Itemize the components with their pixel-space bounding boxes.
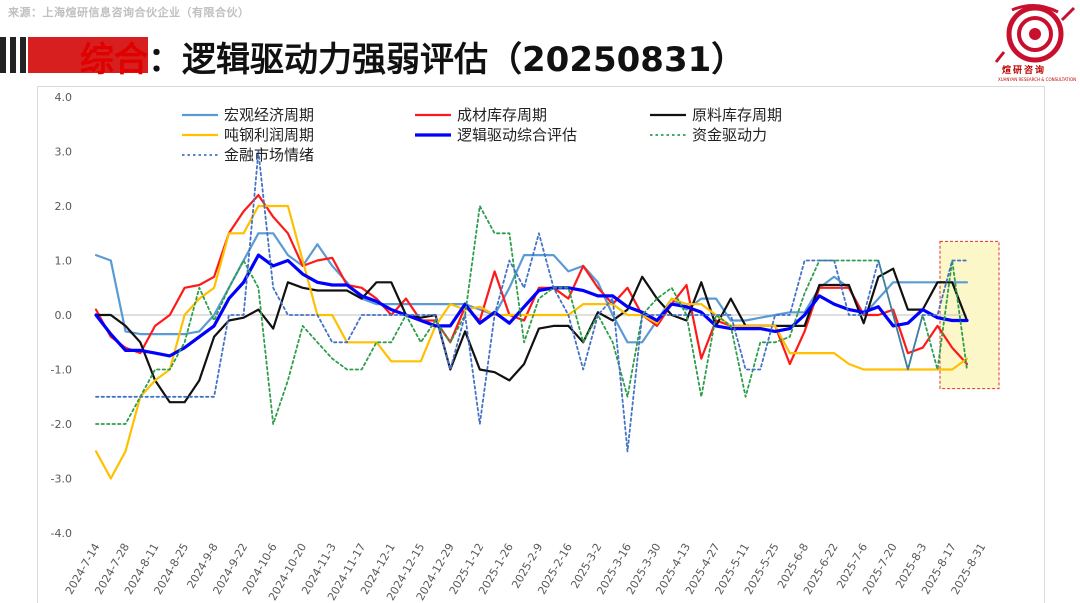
logo-subtext: XUANYAN RESEARCH & CONSULTATION xyxy=(998,77,1077,82)
y-tick-label: -4.0 xyxy=(51,527,72,540)
legend-label-3: 原料库存周期 xyxy=(692,106,782,124)
title-stripes xyxy=(0,37,26,73)
legend-label-1: 宏观经济周期 xyxy=(224,106,314,124)
title-rest: ：逻辑驱动力强弱评估（20250831） xyxy=(148,40,746,80)
legend-label-5: 逻辑驱动综合评估 xyxy=(457,126,577,144)
y-tick-label: 4.0 xyxy=(55,91,73,104)
company-logo xyxy=(994,4,1076,63)
series-line-4 xyxy=(94,204,969,480)
series-line-6 xyxy=(95,205,968,425)
legend-label-4: 吨钢利润周期 xyxy=(224,126,314,144)
logo-text: 煊研咨询 xyxy=(1002,66,1047,76)
y-tick-label: -2.0 xyxy=(51,418,72,431)
legend-label-7: 金融市场情绪 xyxy=(224,146,314,164)
title-accent-tab xyxy=(28,37,148,73)
y-tick-label: 0.0 xyxy=(55,309,73,322)
legend-label-2: 成材库存周期 xyxy=(457,106,547,124)
y-tick-label: -1.0 xyxy=(51,364,72,377)
chart-frame xyxy=(37,86,1045,603)
series-line-3 xyxy=(94,267,969,404)
series-line-2 xyxy=(94,194,969,366)
y-tick-label: -3.0 xyxy=(51,473,72,486)
y-tick-label: 3.0 xyxy=(55,146,73,159)
page-title: 综合：逻辑驱动力强弱评估（20250831） xyxy=(80,32,745,81)
series-line-7 xyxy=(95,150,968,453)
title-prefix: 综合 xyxy=(80,40,148,80)
y-tick-label: 2.0 xyxy=(55,200,73,213)
series-line-5 xyxy=(94,253,969,358)
legend-label-6: 资金驱动力 xyxy=(692,126,767,144)
title-bar: 综合：逻辑驱动力强弱评估（20250831） xyxy=(0,30,1080,80)
source-note: 来源：上海煊研信息咨询合伙企业（有限合伙） xyxy=(8,6,250,19)
y-tick-label: 1.0 xyxy=(55,255,73,268)
